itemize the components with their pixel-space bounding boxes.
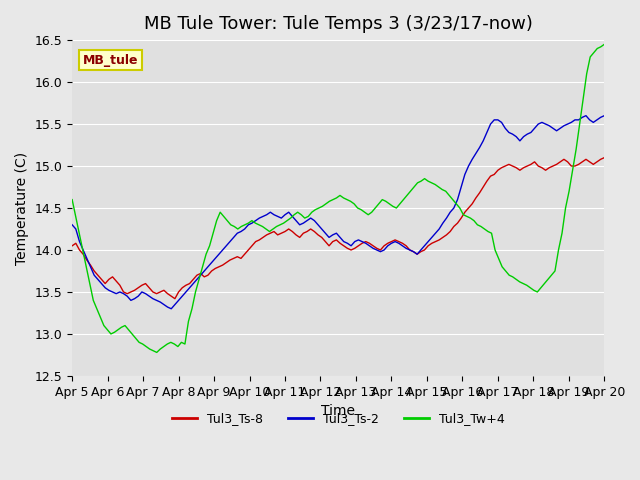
Tul3_Ts-2	[384, 243, 392, 249]
Tul3_Ts-8	[200, 274, 208, 280]
Line: Tul3_Tw+4: Tul3_Tw+4	[72, 44, 604, 352]
Tul3_Ts-8	[68, 243, 76, 249]
Tul3_Tw+4	[428, 180, 435, 186]
Tul3_Tw+4	[153, 349, 161, 355]
Tul3_Ts-2	[168, 306, 175, 312]
Tul3_Tw+4	[417, 178, 425, 184]
Tul3_Ts-8	[131, 288, 138, 293]
Title: MB Tule Tower: Tule Temps 3 (3/23/17-now): MB Tule Tower: Tule Temps 3 (3/23/17-now…	[144, 15, 532, 33]
Y-axis label: Temperature (C): Temperature (C)	[15, 152, 29, 264]
Tul3_Ts-2	[582, 113, 590, 119]
Tul3_Ts-8	[600, 155, 608, 160]
Text: MB_tule: MB_tule	[83, 54, 138, 67]
Tul3_Tw+4	[205, 243, 213, 249]
Legend: Tul3_Ts-8, Tul3_Ts-2, Tul3_Tw+4: Tul3_Ts-8, Tul3_Ts-2, Tul3_Tw+4	[167, 407, 509, 430]
Tul3_Ts-2	[340, 239, 348, 244]
Line: Tul3_Ts-8: Tul3_Ts-8	[72, 157, 604, 299]
Tul3_Ts-8	[204, 272, 212, 278]
Tul3_Ts-8	[223, 260, 230, 265]
Tul3_Tw+4	[255, 222, 263, 228]
Tul3_Ts-8	[171, 296, 179, 301]
Tul3_Tw+4	[600, 41, 608, 47]
Tul3_Ts-2	[600, 113, 608, 119]
Tul3_Ts-8	[384, 240, 392, 246]
Tul3_Ts-2	[204, 264, 212, 270]
Tul3_Tw+4	[149, 348, 157, 354]
Line: Tul3_Ts-2: Tul3_Ts-2	[72, 116, 604, 309]
Tul3_Ts-2	[223, 243, 230, 249]
Tul3_Ts-2	[131, 296, 138, 301]
Tul3_Ts-2	[68, 222, 76, 228]
X-axis label: Time: Time	[321, 404, 355, 418]
Tul3_Tw+4	[86, 281, 93, 287]
Tul3_Tw+4	[68, 197, 76, 203]
Tul3_Ts-8	[340, 243, 348, 249]
Tul3_Ts-2	[200, 268, 208, 274]
